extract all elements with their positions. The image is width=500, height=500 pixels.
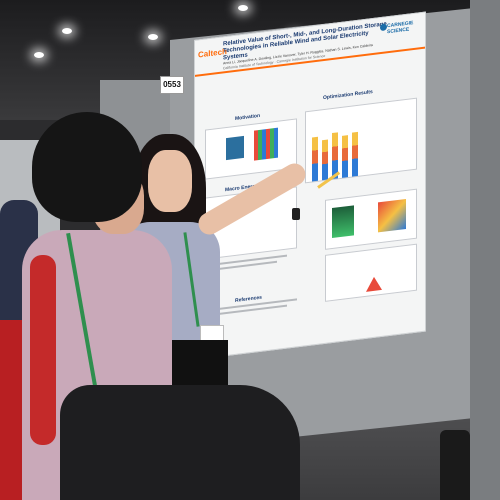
results-bar	[342, 135, 348, 178]
stanchion-post	[440, 430, 470, 500]
results-bar-figure	[305, 97, 417, 184]
ceiling-light	[34, 52, 44, 58]
section-optimization-results: Optimization Results	[323, 89, 373, 102]
research-poster: Caltech Relative Value of Short-, Mid-, …	[194, 11, 426, 361]
section-motivation: Motivation	[235, 112, 260, 122]
backpack-strap	[30, 255, 56, 445]
watch-icon	[292, 208, 300, 220]
black-jacket	[60, 385, 300, 500]
booth-number-sign: 0553	[160, 76, 184, 94]
visitor-hair	[32, 112, 142, 222]
ceiling-light	[238, 5, 248, 11]
ceiling-light	[148, 34, 158, 40]
presenter-face	[148, 150, 192, 212]
results-bar	[352, 131, 358, 177]
results-bar	[322, 139, 328, 181]
ceiling-light	[62, 28, 72, 34]
results-bar	[312, 136, 318, 182]
results-heatmap-figure	[325, 188, 417, 250]
results-line-figure	[325, 243, 417, 302]
partition-panel-right	[470, 0, 500, 500]
